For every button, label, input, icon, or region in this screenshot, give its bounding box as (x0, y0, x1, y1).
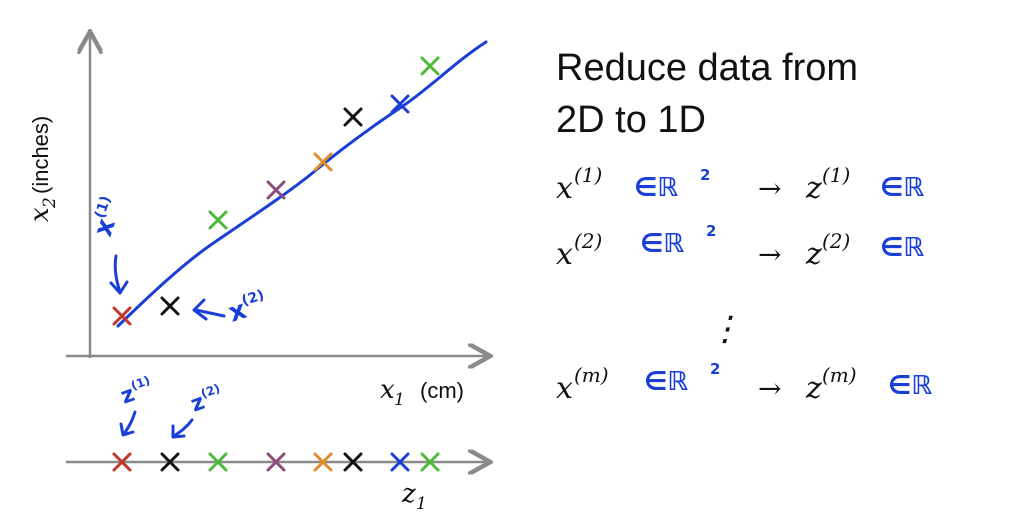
svg-text:→: → (758, 238, 781, 271)
annotation-z2-arrowhead (171, 424, 186, 439)
svg-text:(1): (1) (574, 163, 602, 187)
projection-line (116, 40, 488, 328)
svg-text:(1): (1) (822, 163, 850, 187)
svg-text:1: 1 (416, 494, 427, 514)
point-black-2-2d (343, 107, 363, 127)
z-axis-label: z 1 (401, 479, 427, 514)
heading-line-1: Reduce data from (556, 47, 858, 89)
svg-text:→: → (758, 372, 781, 405)
point-green-1-1d (208, 452, 228, 472)
svg-text:x: x (25, 207, 55, 222)
annotation-z2-arrow (172, 418, 194, 438)
point-green-1-2d (208, 210, 228, 230)
point-blue-2d (390, 94, 410, 114)
annotation-x2-arrow (194, 308, 226, 318)
annotation-x2: x (2) (192, 287, 266, 329)
mapping-row-1: x (1) ∈ℝ 2 → z (1) ∈ℝ (556, 163, 924, 206)
point-black-1-2d (160, 296, 180, 316)
svg-text:x: x (556, 237, 573, 272)
point-purple-1d (266, 452, 286, 472)
point-orange-2d (313, 152, 333, 172)
svg-text:z: z (805, 371, 822, 406)
point-blue-1d (390, 452, 410, 472)
annotation-x2-arrowhead (192, 298, 208, 321)
plot-1d: z 1 z (1) z (2) (66, 373, 488, 514)
points-2d (112, 56, 440, 326)
svg-text:(2): (2) (199, 381, 222, 401)
svg-text:1: 1 (394, 390, 405, 410)
heading: Reduce data from 2D to 1D (556, 47, 858, 141)
ellipsis: ⋮ (708, 309, 742, 349)
annotation-z1: z (1) (118, 373, 152, 437)
point-red-1d (112, 452, 132, 472)
svg-text:(1): (1) (92, 194, 114, 220)
svg-text:2: 2 (710, 360, 720, 378)
svg-text:(2): (2) (822, 229, 850, 253)
annotation-x1-arrowhead (109, 280, 129, 295)
svg-text:(m): (m) (574, 363, 609, 387)
svg-text:(inches): (inches) (28, 116, 53, 194)
point-black-2-1d (343, 452, 363, 472)
svg-text:∈ℝ: ∈ℝ (880, 233, 924, 263)
svg-text:∈ℝ: ∈ℝ (644, 367, 688, 397)
mapping-row-2: x (2) ∈ℝ 2 → z (2) ∈ℝ (556, 222, 924, 272)
plot-2d: x 2 (inches) x 1 (cm) x (1) x (25, 34, 488, 410)
svg-text:∈ℝ: ∈ℝ (634, 173, 678, 203)
svg-text:(m): (m) (822, 363, 857, 387)
point-red-2d (112, 306, 132, 326)
point-black-1-1d (160, 452, 180, 472)
svg-text:∈ℝ: ∈ℝ (640, 229, 684, 259)
svg-text:(2): (2) (240, 287, 266, 309)
y-axis-label: x 2 (inches) (25, 116, 60, 222)
mapping-row-m: x (m) ∈ℝ 2 → z (m) ∈ℝ (556, 360, 932, 406)
svg-text:(1): (1) (129, 373, 152, 393)
annotation-x1: x (1) (88, 194, 129, 295)
svg-text:(2): (2) (574, 229, 602, 253)
annotation-z1-arrowhead (119, 422, 135, 437)
point-purple-2d (266, 180, 286, 200)
point-green-2-2d (420, 56, 440, 76)
svg-text:2: 2 (700, 166, 710, 184)
svg-text:∈ℝ: ∈ℝ (888, 371, 932, 401)
points-1d (112, 452, 440, 472)
point-orange-1d (313, 452, 333, 472)
svg-text:(cm): (cm) (420, 378, 464, 403)
svg-text:x: x (556, 371, 573, 406)
svg-text:→: → (758, 172, 781, 205)
svg-text:x: x (380, 375, 395, 405)
annotation-z2: z (2) (171, 381, 222, 439)
svg-text:2: 2 (706, 222, 716, 240)
svg-text:2: 2 (40, 197, 60, 209)
svg-text:x: x (556, 171, 573, 206)
heading-line-2: 2D to 1D (556, 99, 706, 141)
svg-text:∈ℝ: ∈ℝ (880, 173, 924, 203)
point-green-2-1d (420, 452, 440, 472)
annotation-x1-arrow (113, 254, 122, 294)
x-axis-label: x 1 (cm) (380, 375, 464, 410)
svg-text:z: z (805, 237, 822, 272)
svg-text:z: z (805, 171, 822, 206)
annotation-z1-arrow (122, 410, 137, 436)
svg-text:z: z (401, 479, 416, 509)
